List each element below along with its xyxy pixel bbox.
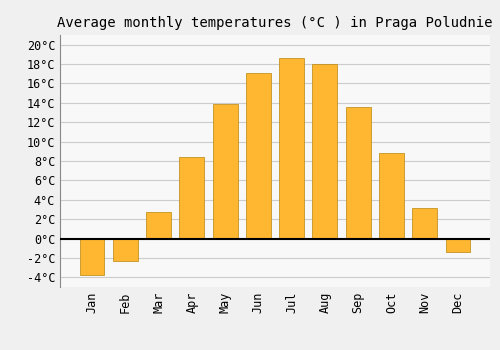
Bar bbox=[246, 73, 271, 239]
Bar bbox=[346, 107, 370, 239]
Bar bbox=[146, 212, 171, 239]
Bar bbox=[212, 104, 238, 239]
Bar bbox=[113, 239, 138, 261]
Title: Average monthly temperatures (°C ) in Praga Poludnie: Average monthly temperatures (°C ) in Pr… bbox=[57, 16, 493, 30]
Bar bbox=[446, 239, 470, 252]
Bar bbox=[180, 157, 204, 239]
Bar bbox=[312, 64, 338, 239]
Bar bbox=[279, 58, 304, 239]
Bar bbox=[80, 239, 104, 275]
Bar bbox=[379, 153, 404, 239]
Bar bbox=[412, 209, 437, 239]
